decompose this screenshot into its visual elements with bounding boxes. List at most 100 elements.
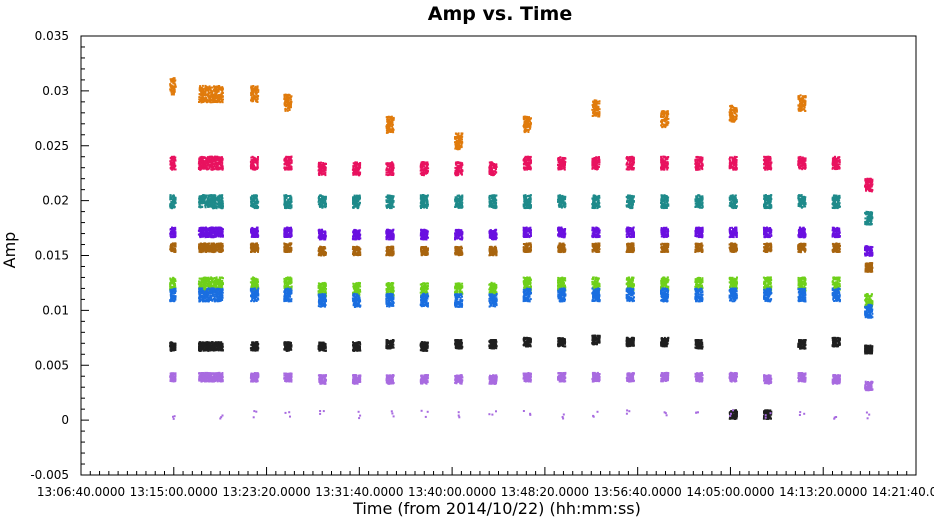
data-point: [215, 92, 218, 95]
data-point: [324, 168, 327, 171]
data-point: [285, 202, 288, 205]
data-point: [215, 155, 218, 158]
data-point: [253, 232, 256, 234]
data-point: [287, 168, 290, 171]
data-point: [171, 231, 174, 234]
data-point: [287, 247, 290, 250]
data-point: [289, 378, 292, 381]
data-point: [290, 380, 293, 383]
data-point: [221, 246, 223, 249]
data-point: [220, 276, 223, 279]
data-point: [201, 87, 204, 90]
data-point: [216, 296, 219, 299]
data-point: [198, 280, 200, 283]
data-point: [289, 415, 291, 418]
data-point: [287, 200, 290, 203]
data-point: [201, 295, 204, 298]
data-point: [219, 299, 222, 302]
data-point: [208, 378, 211, 381]
data-point: [290, 277, 293, 280]
data-point: [201, 230, 204, 233]
data-point: [256, 229, 259, 232]
data-point: [202, 242, 205, 245]
data-point: [207, 200, 210, 203]
data-point: [290, 373, 293, 376]
data-point: [250, 201, 253, 204]
data-point: [206, 379, 209, 382]
data-point: [216, 345, 219, 348]
data-point: [207, 95, 210, 97]
data-point: [288, 250, 291, 253]
data-point: [324, 166, 327, 169]
data-point: [205, 157, 208, 160]
data-point: [212, 248, 215, 251]
data-point: [216, 300, 219, 303]
data-point: [199, 287, 202, 290]
data-point: [214, 377, 217, 380]
data-point: [203, 87, 206, 90]
data-point: [208, 167, 211, 170]
data-point: [254, 283, 257, 286]
data-point: [284, 108, 287, 110]
data-point: [202, 99, 205, 102]
data-point: [253, 410, 256, 413]
data-point: [212, 250, 215, 253]
data-point: [215, 349, 218, 352]
data-point: [204, 92, 207, 94]
data-point: [198, 348, 201, 351]
data-point: [220, 250, 223, 253]
data-point: [290, 226, 292, 229]
data-point: [221, 372, 224, 374]
data-point: [200, 96, 203, 99]
data-point: [174, 244, 177, 247]
data-point: [222, 98, 224, 101]
data-point: [199, 206, 202, 209]
data-point: [210, 349, 213, 352]
data-point: [290, 345, 292, 347]
data-point: [204, 206, 207, 209]
data-point: [204, 242, 207, 245]
data-point: [169, 346, 172, 349]
data-point: [204, 162, 207, 164]
data-point: [256, 380, 259, 383]
data-point: [217, 286, 220, 289]
data-point: [214, 284, 217, 286]
data-point: [173, 229, 176, 232]
data-point: [283, 298, 286, 301]
data-point: [171, 344, 174, 347]
data-point: [211, 86, 213, 89]
data-point: [218, 250, 221, 253]
data-point: [215, 96, 217, 99]
data-point: [217, 96, 220, 98]
data-point: [198, 245, 201, 248]
data-point: [170, 280, 173, 283]
data-point: [172, 78, 175, 81]
data-point: [286, 162, 289, 165]
data-point: [219, 284, 222, 287]
data-point: [204, 378, 207, 381]
data-point: [210, 234, 213, 237]
data-point: [318, 195, 320, 198]
data-point: [172, 82, 175, 85]
data-point: [255, 286, 258, 289]
data-point: [206, 158, 209, 161]
data-point: [321, 229, 324, 232]
data-point: [214, 248, 217, 251]
data-point: [205, 165, 208, 168]
data-point: [218, 168, 221, 171]
data-point: [321, 228, 323, 231]
data-point: [204, 99, 207, 102]
data-point: [283, 374, 286, 377]
data-point: [219, 100, 222, 103]
data-point: [290, 198, 293, 201]
data-point: [173, 165, 176, 168]
data-point: [256, 297, 259, 300]
data-point: [284, 203, 287, 206]
data-point: [211, 92, 214, 94]
data-point: [201, 294, 204, 297]
data-point: [198, 158, 201, 161]
data-point: [251, 247, 254, 250]
data-point: [250, 203, 253, 206]
data-point: [169, 234, 172, 237]
data-point: [287, 206, 290, 209]
